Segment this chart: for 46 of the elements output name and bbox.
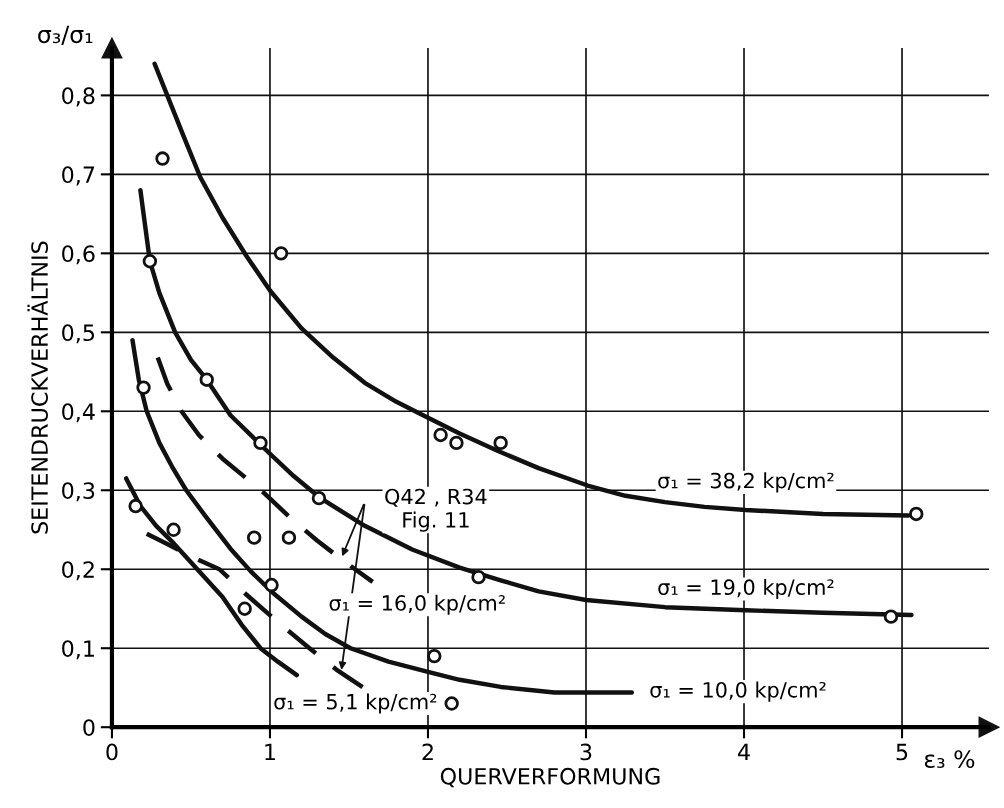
annotation: σ₁ = 10,0 kp/cm²	[650, 681, 826, 702]
point	[246, 530, 262, 545]
point	[444, 696, 459, 711]
point	[264, 577, 279, 593]
annotation: Q42 , R34 Fig. 11	[385, 488, 487, 532]
x-tick-label: 2	[422, 743, 433, 761]
point	[281, 530, 297, 545]
point	[199, 372, 214, 387]
annotation: σ₁ = 38,2 kp/cm²	[658, 472, 834, 493]
point	[883, 609, 899, 624]
y-tick-label: 0,4	[62, 403, 95, 423]
point	[273, 246, 289, 261]
y-tick-label: 0	[83, 719, 95, 736]
point	[449, 435, 464, 451]
x-axis-title: QUERVERFORMUNG	[440, 767, 660, 788]
x-tick-label: 1	[265, 743, 275, 761]
point	[136, 380, 151, 395]
annotation: σ₁ = 5,1 kp/cm²	[274, 693, 437, 714]
point	[909, 506, 924, 522]
point	[237, 601, 252, 616]
annotation: σ₁ = 19,0 kp/cm²	[658, 578, 834, 600]
text: σ₃/σ₁	[38, 25, 93, 46]
x-tick-label: 0	[106, 743, 118, 761]
point	[142, 254, 158, 269]
x-tick-label: 5	[896, 743, 908, 761]
point	[493, 435, 508, 451]
y-tick-label: 0,8	[62, 87, 95, 107]
text: ε₃ %	[924, 750, 975, 769]
point	[155, 151, 170, 166]
point	[433, 427, 448, 443]
point	[427, 648, 442, 664]
y-tick-label: 0,1	[62, 640, 94, 660]
x-tick-label: 4	[738, 743, 750, 761]
x-tick-label: 3	[580, 743, 592, 761]
y-tick-label: 0,6	[62, 245, 95, 265]
y-tick-label: 0,5	[62, 324, 95, 344]
point	[311, 490, 327, 506]
point	[166, 522, 181, 537]
y-tick-label: 0,2	[62, 561, 94, 581]
point	[471, 569, 486, 585]
y-tick-label: 0,3	[62, 482, 95, 502]
y-axis-title: SEITENDRUCKVERHÄLTNIS	[27, 241, 48, 534]
annotation: σ₁ = 16,0 kp/cm²	[329, 594, 505, 615]
y-tick-label: 0,7	[62, 166, 95, 186]
point	[128, 498, 143, 514]
point	[253, 435, 268, 451]
